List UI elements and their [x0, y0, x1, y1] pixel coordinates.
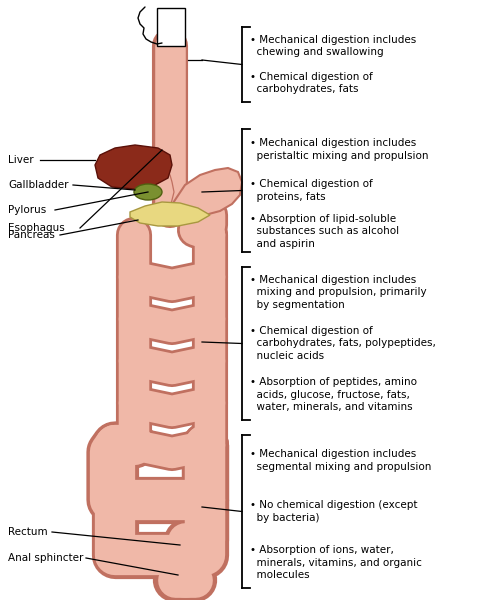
Text: • Chemical digestion of
  proteins, fats: • Chemical digestion of proteins, fats — [250, 179, 373, 202]
Polygon shape — [170, 168, 242, 217]
Polygon shape — [95, 145, 172, 189]
Text: • Mechanical digestion includes
  chewing and swallowing: • Mechanical digestion includes chewing … — [250, 35, 416, 57]
Text: • Mechanical digestion includes
  mixing and propulsion, primarily
  by segmenta: • Mechanical digestion includes mixing a… — [250, 275, 426, 310]
Text: Pancreas: Pancreas — [8, 230, 55, 240]
Text: Rectum: Rectum — [8, 527, 48, 537]
FancyBboxPatch shape — [157, 8, 185, 46]
Text: • No chemical digestion (except
  by bacteria): • No chemical digestion (except by bacte… — [250, 500, 417, 523]
Text: Anal sphincter: Anal sphincter — [8, 553, 84, 563]
Text: • Mechanical digestion includes
  segmental mixing and propulsion: • Mechanical digestion includes segmenta… — [250, 449, 431, 472]
Text: • Absorption of ions, water,
  minerals, vitamins, and organic
  molecules: • Absorption of ions, water, minerals, v… — [250, 545, 422, 580]
Text: Liver: Liver — [8, 155, 34, 165]
Text: • Absorption of lipid-soluble
  substances such as alcohol
  and aspirin: • Absorption of lipid-soluble substances… — [250, 214, 399, 249]
Text: • Absorption of peptides, amino
  acids, glucose, fructose, fats,
  water, miner: • Absorption of peptides, amino acids, g… — [250, 377, 417, 412]
Text: Pylorus: Pylorus — [8, 205, 46, 215]
Text: • Chemical digestion of
  carbohydrates, fats: • Chemical digestion of carbohydrates, f… — [250, 72, 373, 94]
Text: Esophagus: Esophagus — [8, 223, 65, 233]
Text: • Mechanical digestion includes
  peristaltic mixing and propulsion: • Mechanical digestion includes peristal… — [250, 138, 428, 161]
Text: • Chemical digestion of
  carbohydrates, fats, polypeptides,
  nucleic acids: • Chemical digestion of carbohydrates, f… — [250, 326, 436, 361]
Polygon shape — [130, 202, 210, 226]
Ellipse shape — [134, 184, 162, 200]
Text: Gallbladder: Gallbladder — [8, 180, 69, 190]
